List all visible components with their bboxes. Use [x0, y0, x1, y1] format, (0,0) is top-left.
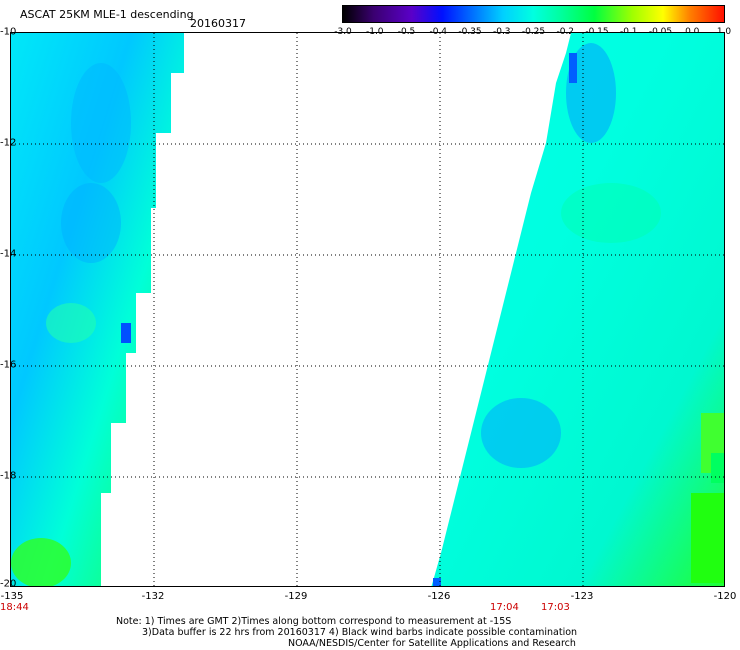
note-line-2: 3)Data buffer is 22 hrs from 20160317 4)… — [142, 627, 578, 638]
lat-label-12: -12 — [0, 137, 17, 149]
lat-label-14: -14 — [0, 248, 17, 260]
lat-label-18: -18 — [0, 470, 17, 482]
lon-label-132: -132 — [141, 591, 165, 602]
lat-label-20: -20 — [0, 578, 17, 590]
lat-label-16: -16 — [0, 359, 17, 371]
note-line-1: Note: 1) Times are GMT 2)Times along bot… — [116, 616, 512, 627]
lon-label-129: -129 — [284, 591, 308, 602]
lat-label-10: -10 — [0, 26, 17, 38]
lon-label-126: -126 — [427, 591, 451, 602]
lon-label-135: -135 — [0, 591, 24, 602]
lon-label-120: -120 — [713, 591, 737, 602]
colorbar — [342, 5, 725, 23]
chart-title: ASCAT 25KM MLE-1 descending — [20, 8, 194, 21]
map-gridlines — [11, 33, 724, 586]
lon-label-123: -123 — [570, 591, 594, 602]
time-mid1: 17:04 — [490, 602, 519, 613]
map-panel — [10, 32, 725, 587]
note-line-3: NOAA/NESDIS/Center for Satellite Applica… — [288, 638, 576, 649]
time-left: 18:44 — [0, 602, 29, 613]
left-swath — [11, 33, 184, 586]
time-mid2: 17:03 — [541, 602, 570, 613]
swath-map — [11, 33, 724, 586]
chart-date: 20160317 — [190, 17, 246, 30]
